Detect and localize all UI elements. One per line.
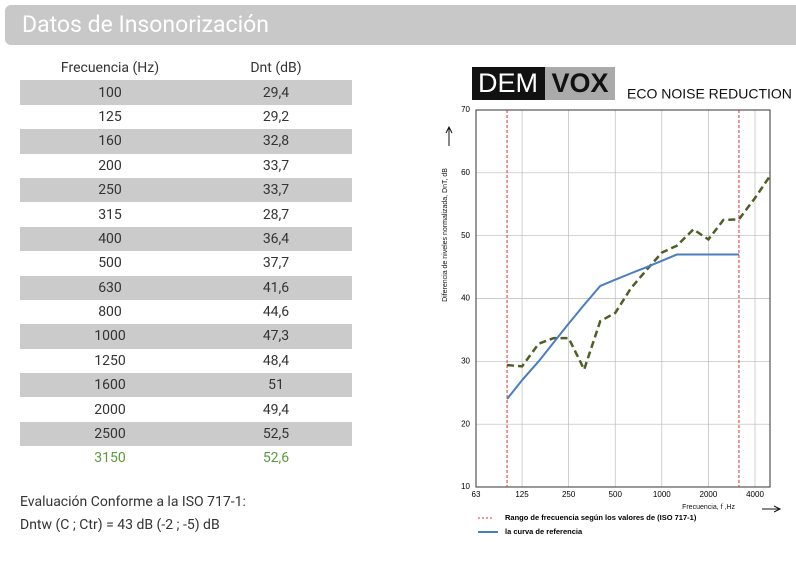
table-row: 2000 49,4 xyxy=(20,397,352,421)
table-row: 100 29,4 xyxy=(20,80,352,105)
logo-left: DEM xyxy=(478,68,538,98)
table-cell: 500 xyxy=(98,255,122,272)
table-cell: 37,7 xyxy=(262,255,290,272)
table-row: 1250 48,4 xyxy=(20,349,352,373)
table-row: 315 28,7 xyxy=(20,202,352,226)
column-header: Frecuencia (Hz) xyxy=(60,60,160,77)
y-tick-label: 20 xyxy=(461,419,470,428)
table-cell: 2500 xyxy=(94,426,126,443)
table-row: 3150 52,6 xyxy=(20,446,352,470)
y-tick-label: 70 xyxy=(461,105,470,114)
x-axis-label: Frecuencia, f ,Hz xyxy=(682,504,735,511)
table-cell: 1250 xyxy=(94,352,126,369)
x-arrow xyxy=(762,505,782,513)
column-header: Dnt (dB) xyxy=(250,60,302,77)
table-cell: 29,2 xyxy=(262,108,290,125)
logo-right-box xyxy=(545,67,615,100)
table-cell: 29,4 xyxy=(262,84,290,101)
evaluation-title: Evaluación Conforme a la ISO 717-1: xyxy=(20,494,246,510)
x-tick-label: 125 xyxy=(515,490,529,499)
table-cell: 28,7 xyxy=(262,206,290,223)
x-tick-label: 2000 xyxy=(700,490,718,499)
y-tick-label: 10 xyxy=(461,482,470,491)
x-tick-label: 63 xyxy=(472,490,481,499)
table: Frecuencia (Hz) Dnt (dB) 100 29,4 125 29,2 16… xyxy=(20,56,352,471)
table-row: 125 29,2 xyxy=(20,105,352,129)
legend-label: la curva de referencia xyxy=(505,527,583,536)
y-tick-label: 30 xyxy=(461,356,470,365)
table-row: 500 37,7 xyxy=(20,251,352,275)
table-cell: 125 xyxy=(98,108,122,125)
table-cell: 630 xyxy=(98,279,122,296)
table-row: 1600 51 xyxy=(20,373,352,398)
table-cell: 49,4 xyxy=(262,401,290,418)
table-cell: 33,7 xyxy=(262,182,290,199)
table-cell: 32,8 xyxy=(262,133,290,150)
logo-left-box xyxy=(472,67,545,100)
logo-right: VOX xyxy=(551,68,608,98)
table-cell: 1000 xyxy=(94,328,126,345)
y-tick-label: 60 xyxy=(461,168,470,177)
y-tick-label: 40 xyxy=(461,294,470,303)
x-tick-label: 250 xyxy=(562,490,576,499)
table-row: 800 44,6 xyxy=(20,300,352,324)
table-cell: 52,5 xyxy=(262,426,290,443)
table-cell: 52,6 xyxy=(262,450,290,467)
y-arrow xyxy=(445,125,453,146)
table-cell: 48,4 xyxy=(262,352,290,369)
table-row: 630 41,6 xyxy=(20,275,352,300)
table-row: 250 33,7 xyxy=(20,177,352,203)
table-row: 200 33,7 xyxy=(20,154,352,178)
table-cell: 200 xyxy=(98,157,122,174)
series-line xyxy=(506,253,739,400)
evaluation-text: Dntw (C ; Ctr) = 43 dB (-2 ; -5) dB xyxy=(20,517,220,533)
table-row: 400 36,4 xyxy=(20,226,352,252)
table-row: 160 32,8 xyxy=(20,129,352,154)
logo-tagline: ECO NOISE REDUCTION xyxy=(627,86,792,102)
table-cell: 44,6 xyxy=(262,304,290,321)
x-tick-label: 4000 xyxy=(746,490,764,499)
table-cell: 2000 xyxy=(94,401,126,418)
legend-label: Rango de frecuencia según los valores de… xyxy=(505,513,697,522)
plot-frame xyxy=(475,109,771,488)
table-cell: 800 xyxy=(98,304,122,321)
table-row: 1000 47,3 xyxy=(20,324,352,349)
table-cell: 33,7 xyxy=(262,157,290,174)
table-cell: 400 xyxy=(98,230,122,247)
table-cell: 250 xyxy=(98,182,122,199)
y-tick-label: 50 xyxy=(461,231,470,240)
table-cell: 3150 xyxy=(94,450,126,467)
y-axis-label: Diferencia de niveles normalizada, DnT, … xyxy=(442,168,449,302)
table-cell: 51 xyxy=(268,377,284,394)
table-cell: 36,4 xyxy=(262,230,290,247)
series-line xyxy=(506,175,772,373)
table-row: 2500 52,5 xyxy=(20,421,352,447)
table-cell: 1600 xyxy=(94,377,126,394)
x-tick-label: 500 xyxy=(609,490,623,499)
x-tick-label: 1000 xyxy=(653,490,671,499)
table-cell: 41,6 xyxy=(262,279,290,296)
table-cell: 315 xyxy=(98,206,122,223)
table-cell: 100 xyxy=(98,84,122,101)
header: Datos de Insonorización xyxy=(5,5,796,45)
table-cell: 160 xyxy=(98,133,122,150)
table-cell: 47,3 xyxy=(262,328,290,345)
